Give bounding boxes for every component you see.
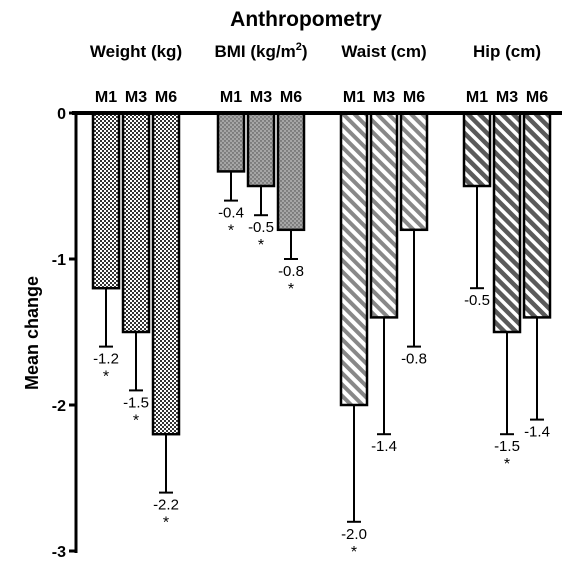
group-title: Hip (cm) xyxy=(473,42,541,61)
category-label: M6 xyxy=(526,89,548,106)
value-label: -1.5 xyxy=(123,394,149,411)
group-title: Waist (cm) xyxy=(341,42,426,61)
category-label: M6 xyxy=(403,89,425,106)
y-tick-label: -2 xyxy=(52,398,66,415)
group-title: Weight (kg) xyxy=(90,42,182,61)
group-titles: Weight (kg) BMI (kg/m2) Waist (cm) Hip (cm) xyxy=(90,41,541,61)
y-axis-title: Mean change xyxy=(22,276,42,390)
category-label: M6 xyxy=(280,89,302,106)
value-label: -0.5 xyxy=(464,292,490,309)
bar xyxy=(246,111,276,188)
category-labels: M1 M3 M6 M1 M3 M6 M1 M3 M6 M1 M3 M6 xyxy=(95,89,548,106)
error-bars xyxy=(99,171,544,523)
y-axis: 0 -1 -2 -3 xyxy=(52,106,78,561)
value-label: -0.8 xyxy=(401,351,427,368)
bar xyxy=(399,111,429,232)
significance-star: * xyxy=(258,237,264,254)
category-label: M1 xyxy=(220,89,242,106)
group-title: BMI (kg/m2) xyxy=(214,41,307,61)
significance-marks: * * * * * * * * xyxy=(103,223,510,561)
bar xyxy=(369,111,399,319)
value-label: -1.5 xyxy=(494,438,520,455)
value-label: -0.5 xyxy=(248,219,274,236)
significance-star: * xyxy=(103,369,109,386)
bar xyxy=(121,111,151,334)
y-tick-label: 0 xyxy=(57,106,66,123)
significance-star: * xyxy=(228,223,234,240)
significance-star: * xyxy=(163,515,169,532)
bar xyxy=(462,111,492,188)
significance-star: * xyxy=(288,281,294,298)
value-label: -1.4 xyxy=(371,438,397,455)
value-label: -1.2 xyxy=(93,351,119,368)
bar xyxy=(216,111,246,173)
bar xyxy=(522,111,552,319)
bar xyxy=(339,111,369,407)
value-label: -2.2 xyxy=(153,497,179,514)
bar xyxy=(276,111,306,232)
bars xyxy=(91,111,552,436)
value-label: -0.4 xyxy=(218,205,244,222)
category-label: M6 xyxy=(155,89,177,106)
bar xyxy=(492,111,522,334)
bar xyxy=(151,111,181,436)
value-label: -2.0 xyxy=(341,526,367,543)
bar xyxy=(91,111,121,290)
significance-star: * xyxy=(504,456,510,473)
category-label: M3 xyxy=(125,89,147,106)
category-label: M3 xyxy=(250,89,272,106)
chart-title: Anthropometry xyxy=(230,8,382,31)
category-label: M3 xyxy=(373,89,395,106)
category-label: M3 xyxy=(496,89,518,106)
significance-star: * xyxy=(351,544,357,561)
category-label: M1 xyxy=(466,89,488,106)
significance-star: * xyxy=(133,412,139,429)
y-tick-label: -3 xyxy=(52,544,66,561)
category-label: M1 xyxy=(343,89,365,106)
y-tick-label: -1 xyxy=(52,252,66,269)
category-label: M1 xyxy=(95,89,117,106)
value-label: -0.8 xyxy=(278,263,304,280)
value-labels: -1.2-1.5-2.2-0.4-0.5-0.8-2.0-1.4-0.8-0.5… xyxy=(93,205,550,543)
value-label: -1.4 xyxy=(524,424,550,441)
